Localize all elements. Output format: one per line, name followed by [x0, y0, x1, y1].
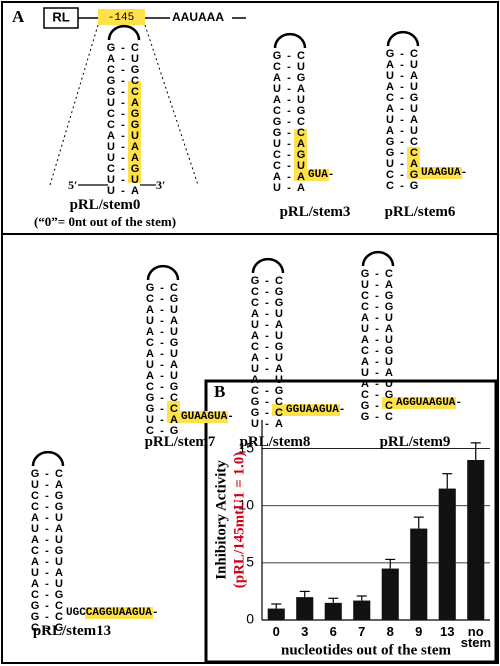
three-prime: 3′ — [156, 178, 166, 192]
stem-label: pRL/stem6 — [384, 204, 456, 220]
highlight — [420, 167, 462, 179]
rl-box — [43, 7, 79, 29]
loop — [31, 450, 65, 467]
y-axis-note: (pRL/145mtU1 = 1.0) — [231, 452, 247, 588]
y-axis-label: Inhibitory Activity — [213, 460, 229, 580]
pair-marks: -------------- — [156, 282, 168, 436]
bar — [267, 608, 285, 620]
error-bar — [442, 473, 453, 489]
tail-sequence: GGUAAGUA- — [286, 404, 346, 416]
pair-marks: -------------- — [261, 275, 273, 429]
x-tick-label: 8 — [386, 624, 394, 639]
bar — [353, 600, 371, 620]
bar — [324, 602, 342, 620]
site-highlight — [98, 9, 145, 25]
loop — [273, 32, 307, 49]
x-axis-label: nucleotides out of the stem — [281, 642, 451, 658]
stem-label: pRL/stem8 — [239, 434, 311, 450]
stem-label: pRL/stem0 — [69, 197, 141, 213]
stem-note: (“0”= 0nt out of the stem) — [33, 214, 177, 229]
loop — [361, 250, 395, 267]
error-bar — [470, 442, 481, 460]
stem-label: pRL/stem3 — [279, 204, 351, 220]
loop — [107, 24, 141, 41]
rl-label: RL — [52, 9, 69, 24]
five-prime: 5′ — [68, 178, 78, 192]
stem-label: pRL/stem7 — [144, 434, 216, 450]
x-tick-label: 9 — [415, 624, 423, 639]
zoom-line — [144, 24, 199, 186]
pair-marks: ------------- — [396, 48, 408, 191]
right-strand: CUGAUGCCAGUAA — [295, 50, 307, 193]
highlight — [285, 404, 340, 416]
x-tick-label: 13 — [440, 624, 455, 639]
highlight — [407, 147, 420, 179]
panel-label: B — [214, 382, 225, 401]
signal-label: AAUAAA — [172, 10, 224, 24]
loop — [386, 30, 420, 47]
pair-marks: --------------- — [41, 468, 53, 633]
tail-sequence: GUAAGUA- — [181, 411, 234, 423]
highlight — [294, 129, 307, 181]
site-label: -145 — [108, 12, 134, 24]
x-tick-label: 3 — [301, 624, 309, 639]
pair-marks: -------------- — [371, 268, 383, 422]
bar — [296, 597, 314, 620]
highlight — [167, 401, 180, 423]
left-strand: GACGGUCCAUUCUU — [105, 42, 117, 196]
stem-label: pRL/stem13 — [32, 623, 112, 639]
highlight — [272, 404, 285, 416]
highlight — [307, 169, 329, 181]
x-tick-label: 7 — [358, 624, 366, 639]
left-strand: GCAUACAUACGGUC — [144, 282, 156, 436]
error-bar — [385, 558, 396, 569]
error-bar — [271, 603, 282, 609]
x-tick-label: no stem — [460, 624, 492, 650]
loop — [146, 264, 180, 281]
tail-sequence: AGGUAAGUA- — [396, 397, 463, 409]
y-tick-label: 10 — [238, 496, 254, 512]
right-strand: CGUAUGUAUGCCAG — [168, 282, 180, 436]
loop — [251, 257, 285, 274]
y-tick-label: 0 — [246, 611, 254, 627]
x-tick-label: 6 — [329, 624, 337, 639]
tail-sequence: UGCCAGGUAAGUA- — [66, 607, 159, 619]
left-strand: GCCAUACAUACGGU — [249, 275, 261, 429]
highlight — [382, 397, 395, 409]
left-strand: GAUACAUAGGUCC — [384, 48, 396, 191]
right-strand: CAGGUAUGUAUGCC — [383, 268, 395, 422]
error-bar — [413, 516, 424, 529]
error-bar — [299, 590, 310, 598]
left-strand: GCAUACGGUCCAU — [271, 50, 283, 193]
right-strand: CAGGUAUGUAUGCCG — [53, 468, 65, 633]
y-tick-label: 15 — [238, 439, 254, 455]
highlight — [84, 607, 153, 619]
bar — [381, 568, 399, 620]
left-strand: GUCCAUACAUACGGC — [29, 468, 41, 633]
highlight — [128, 81, 141, 183]
highlight — [395, 397, 457, 409]
bar — [467, 460, 485, 620]
y-tick-label: 5 — [246, 554, 254, 570]
error-bar — [328, 597, 339, 603]
highlight — [180, 411, 229, 423]
pair-marks: ------------- — [283, 50, 295, 193]
bar — [410, 528, 428, 620]
tail-sequence: UAAGUA- — [421, 167, 468, 179]
pair-marks: -------------- — [117, 42, 129, 196]
bar — [438, 488, 456, 620]
right-strand: CUGCCAGGUAAGUA — [129, 42, 141, 196]
right-strand: CGGUAUGUAUGCCA — [273, 275, 285, 429]
panel-label: A — [12, 7, 25, 26]
stem-label: pRL/stem9 — [379, 434, 451, 450]
zoom-line — [49, 24, 99, 186]
left-strand: GUCCAUACAUACGG — [359, 268, 371, 422]
error-bar — [356, 595, 367, 601]
tail-sequence: GUA- — [308, 169, 335, 181]
x-tick-label: 0 — [272, 624, 280, 639]
right-strand: CUAUGUAUCCAGG — [408, 48, 420, 191]
